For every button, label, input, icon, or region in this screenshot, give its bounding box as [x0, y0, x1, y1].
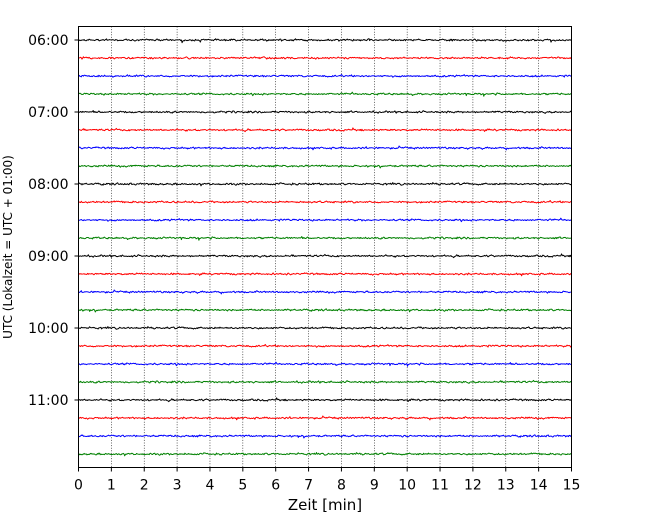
y-tick-label: 06:00: [28, 33, 68, 49]
trace-line: [78, 308, 572, 313]
trace-line: [78, 452, 572, 457]
x-tick-label: 7: [304, 478, 313, 494]
trace-line: [78, 91, 572, 97]
trace-line: [78, 56, 572, 60]
trace-line: [78, 145, 572, 151]
seismic-traces: [78, 38, 572, 457]
x-tick-label: 11: [431, 478, 449, 494]
y-tick-label: 11:00: [28, 393, 68, 409]
x-tick-label: 10: [398, 478, 416, 494]
trace-line: [78, 397, 572, 403]
trace-line: [78, 326, 572, 330]
x-tick-label: 12: [464, 478, 482, 494]
trace-line: [78, 110, 572, 114]
trace-line: [78, 236, 572, 241]
x-tick-label: 9: [370, 478, 379, 494]
x-tick-label: 6: [271, 478, 280, 494]
x-tick-label: 14: [530, 478, 548, 494]
x-tick-label: 1: [107, 478, 116, 494]
x-axis-label: Zeit [min]: [288, 496, 362, 514]
x-tick-label: 3: [173, 478, 182, 494]
x-tick-label: 8: [337, 478, 346, 494]
x-tick-label: 0: [74, 478, 83, 494]
trace-line: [78, 379, 572, 384]
x-tick-label: 13: [497, 478, 515, 494]
x-axis-ticks: 0 1 2 3 4 5 6 7 8 9 10 11 12 13 14 15: [74, 467, 581, 494]
x-tick-label: 4: [206, 478, 215, 494]
grid-lines: [111, 26, 539, 468]
trace-line: [78, 74, 572, 78]
x-tick-label: 2: [140, 478, 149, 494]
y-axis-ticks: 06:00 07:00 08:00 09:00 10:00 11:00: [28, 33, 79, 409]
trace-line: [78, 182, 572, 187]
trace-line: [78, 289, 572, 295]
trace-line: [78, 253, 572, 259]
trace-line: [78, 361, 572, 367]
trace-line: [78, 434, 572, 439]
x-tick-label: 15: [563, 478, 581, 494]
trace-line: [78, 415, 572, 421]
y-tick-label: 09:00: [28, 249, 68, 265]
trace-line: [78, 272, 572, 277]
y-tick-label: 07:00: [28, 105, 68, 121]
trace-line: [78, 200, 572, 204]
trace-line: [78, 38, 572, 44]
y-tick-label: 08:00: [28, 177, 68, 193]
plot-frame: [78, 26, 572, 468]
trace-line: [78, 164, 572, 169]
y-tick-label: 10:00: [28, 321, 68, 337]
trace-line: [78, 127, 572, 133]
x-tick-label: 5: [238, 478, 247, 494]
trace-line: [78, 217, 572, 223]
trace-line: [78, 344, 572, 348]
y-axis-label: UTC (Lokalzeit = UTC + 01:00): [1, 155, 15, 339]
